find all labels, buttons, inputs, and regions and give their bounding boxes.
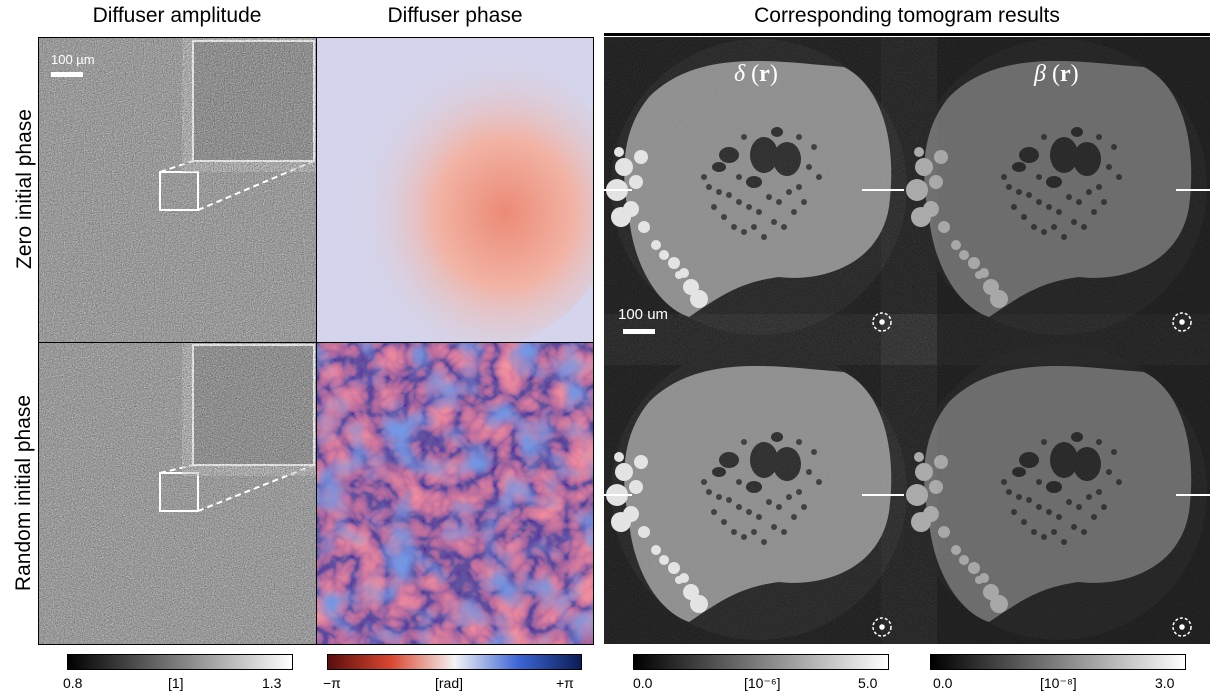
delta-colorbar-min: 0.0 — [633, 675, 653, 691]
phase-panel-random — [317, 343, 593, 644]
tomogram-panel: δ (r) β (r) 100 um — [604, 37, 1210, 644]
phase-colorbar-min: −π — [323, 675, 341, 691]
delta-colorbar-unit: [10⁻⁶] — [744, 675, 781, 691]
beta-colorbar — [930, 654, 1186, 670]
amplitude-panel-random — [39, 343, 316, 644]
beta-symbol-label: β (r) — [1033, 61, 1079, 87]
panel-divider-vertical — [316, 38, 317, 644]
zoom-region-box — [159, 171, 199, 211]
delta-colorbar — [633, 654, 889, 670]
scale-bar — [623, 329, 655, 334]
row-label-zero-phase: Zero initial phase — [13, 109, 36, 269]
tomogram-column-title: Corresponding tomogram results — [754, 4, 1060, 27]
amplitude-colorbar-unit: [1] — [168, 675, 184, 691]
beta-tomogram-random — [906, 344, 1207, 640]
amplitude-noise-image — [39, 343, 316, 644]
phase-panel-zero — [317, 38, 593, 342]
phase-vortex-image — [317, 343, 593, 644]
panel-divider-horizontal — [39, 342, 593, 343]
beta-colorbar-unit: [10⁻⁸] — [1040, 675, 1077, 691]
amplitude-panel-zero: 100 µm — [39, 38, 316, 342]
row-label-random-phase: Random initial phase — [12, 394, 35, 592]
amplitude-colorbar-max: 1.3 — [262, 675, 282, 691]
beta-colorbar-max: 3.0 — [1155, 675, 1175, 691]
amplitude-noise-image — [39, 38, 316, 342]
diffuser-figure-frame — [38, 37, 594, 645]
tomogram-title-rule — [604, 33, 1210, 36]
delta-tomogram-random — [606, 344, 907, 640]
rotation-axis-icon — [872, 312, 1192, 637]
phase-column-title: Diffuser phase — [387, 4, 523, 27]
zoom-region-box — [159, 472, 199, 512]
amplitude-colorbar-min: 0.8 — [63, 675, 83, 691]
amplitude-colorbar — [67, 654, 293, 670]
phase-colorbar-max: +π — [556, 675, 574, 691]
scale-bar-label: 100 µm — [51, 52, 95, 67]
phase-colorbar — [327, 654, 582, 670]
tomogram-images: δ (r) β (r) — [604, 37, 1210, 644]
beta-colorbar-min: 0.0 — [933, 675, 953, 691]
amplitude-column-title: Diffuser amplitude — [92, 4, 262, 27]
tomogram-scale-bar-label: 100 um — [618, 306, 669, 323]
delta-colorbar-max: 5.0 — [858, 675, 878, 691]
delta-symbol-label: δ (r) — [734, 61, 778, 87]
scale-bar — [51, 72, 83, 77]
phase-smooth-image — [317, 38, 593, 342]
phase-colorbar-unit: [rad] — [435, 675, 464, 691]
